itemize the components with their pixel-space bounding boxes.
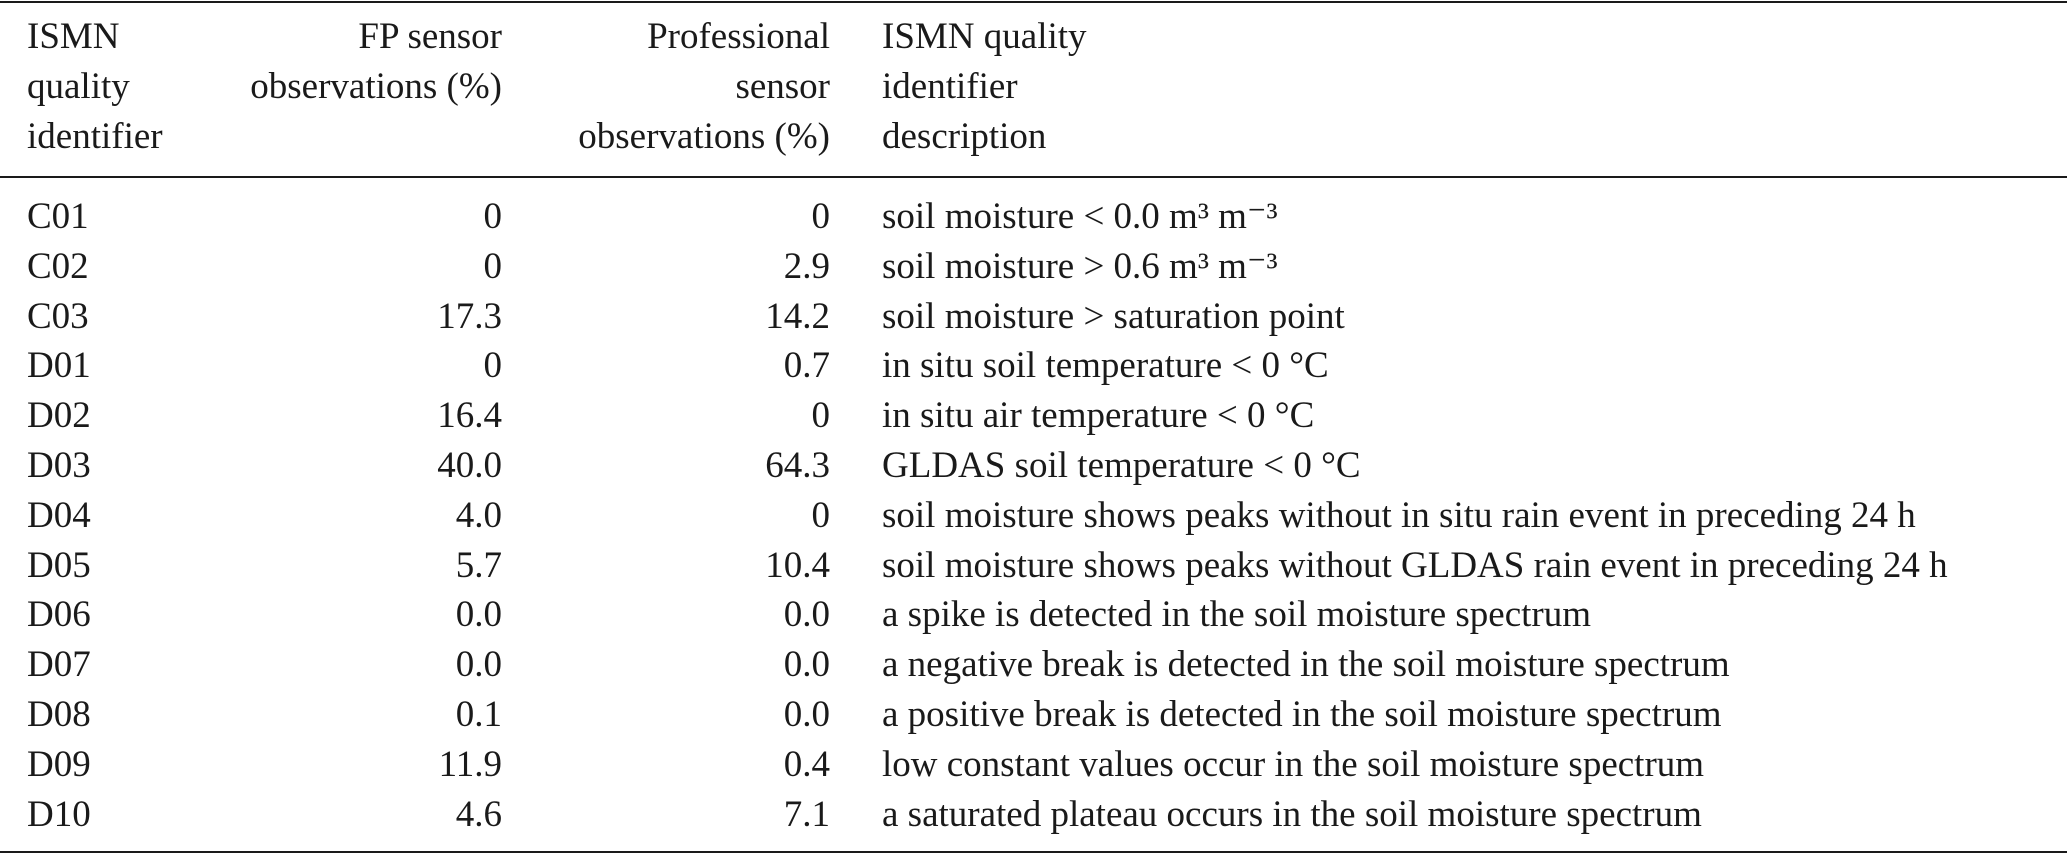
header-rule xyxy=(0,176,2067,178)
header-line: observations (%) xyxy=(250,66,502,107)
professional-value-cell: 10.4 xyxy=(765,544,830,586)
professional-value-cell: 7.1 xyxy=(783,793,830,835)
fp-value-cell: 5.7 xyxy=(455,544,502,586)
fp-value-cell: 0 xyxy=(483,245,503,287)
header-line: observations (%) xyxy=(578,116,830,157)
fp-value-cell: 40.0 xyxy=(437,444,502,486)
header-line: description xyxy=(882,116,1047,157)
header-line: Professional xyxy=(647,16,830,57)
description-cell: low constant values occur in the soil mo… xyxy=(882,743,1705,785)
table-row: C02 0 2.9 soil moisture > 0.6 m³ m⁻³ xyxy=(0,242,2067,292)
professional-value-cell: 0.0 xyxy=(783,693,830,735)
top-rule xyxy=(0,1,2067,3)
table-row: D05 5.7 10.4 soil moisture shows peaks with… xyxy=(0,541,2067,591)
professional-value-cell: 0 xyxy=(811,395,831,437)
identifier-cell: D01 xyxy=(27,345,91,387)
header-line: sensor xyxy=(735,66,830,107)
fp-value-cell: 0.1 xyxy=(455,693,502,735)
fp-value-cell: 0.0 xyxy=(455,594,502,636)
table-body: C01 0 0 soil moisture < 0.0 m³ m⁻³ C02 0 2.9 so… xyxy=(0,192,2067,839)
professional-value-cell: 0.0 xyxy=(783,644,830,686)
description-cell: a spike is detected in the soil moisture… xyxy=(882,594,1591,636)
table-row: D08 0.1 0.0 a positive break is detected in… xyxy=(0,690,2067,740)
identifier-cell: D04 xyxy=(27,494,91,536)
table-row: C03 17.3 14.2 soil moisture > saturation po… xyxy=(0,292,2067,342)
description-cell: soil moisture shows peaks without GLDAS … xyxy=(882,544,1948,586)
professional-value-cell: 64.3 xyxy=(765,444,830,486)
description-cell: in situ air temperature < 0 °C xyxy=(882,395,1315,437)
description-cell: GLDAS soil temperature < 0 °C xyxy=(882,444,1361,486)
identifier-cell: D02 xyxy=(27,395,91,437)
identifier-cell: D07 xyxy=(27,644,91,686)
bottom-rule xyxy=(0,851,2067,853)
identifier-cell: C02 xyxy=(27,245,89,287)
professional-value-cell: 0.7 xyxy=(783,345,830,387)
professional-value-cell: 0.0 xyxy=(783,594,830,636)
fp-value-cell: 11.9 xyxy=(438,743,502,785)
professional-value-cell: 0 xyxy=(811,494,831,536)
header-professional-sensor-observations: Professional sensor observations (%) xyxy=(578,12,830,162)
header-line: quality xyxy=(27,66,130,107)
professional-value-cell: 14.2 xyxy=(765,295,830,337)
header-line: ISMN quality xyxy=(882,16,1087,57)
description-cell: soil moisture shows peaks without in sit… xyxy=(882,494,1916,536)
identifier-cell: C03 xyxy=(27,295,89,337)
professional-value-cell: 2.9 xyxy=(783,245,830,287)
header-ismn-quality-identifier: ISMN quality identifier xyxy=(27,12,163,162)
description-cell: soil moisture > saturation point xyxy=(882,295,1345,337)
identifier-cell: D10 xyxy=(27,793,91,835)
fp-value-cell: 0.0 xyxy=(455,644,502,686)
fp-value-cell: 4.0 xyxy=(455,494,502,536)
header-line: ISMN xyxy=(27,16,120,57)
table-header: ISMN quality identifier FP sensor observ… xyxy=(0,12,2067,172)
table-row: C01 0 0 soil moisture < 0.0 m³ m⁻³ xyxy=(0,192,2067,242)
identifier-cell: D03 xyxy=(27,444,91,486)
identifier-cell: D09 xyxy=(27,743,91,785)
description-cell: soil moisture < 0.0 m³ m⁻³ xyxy=(882,196,1278,237)
description-cell: soil moisture > 0.6 m³ m⁻³ xyxy=(882,245,1278,287)
header-description: ISMN quality identifier description xyxy=(882,12,1087,162)
table-row: D06 0.0 0.0 a spike is detected in the soil… xyxy=(0,590,2067,640)
table-row: D04 4.0 0 soil moisture shows peaks without… xyxy=(0,491,2067,541)
header-line: identifier xyxy=(27,116,163,157)
table-row: D09 11.9 0.4 low constant values occur in t… xyxy=(0,740,2067,790)
header-line: identifier xyxy=(882,66,1018,107)
fp-value-cell: 17.3 xyxy=(437,295,502,337)
fp-value-cell: 16.4 xyxy=(437,395,502,437)
table-row: D10 4.6 7.1 a saturated plateau occurs in t… xyxy=(0,790,2067,840)
description-cell: a positive break is detected in the soil… xyxy=(882,693,1722,735)
identifier-cell: D06 xyxy=(27,594,91,636)
fp-value-cell: 0 xyxy=(483,196,503,237)
table-row: D07 0.0 0.0 a negative break is detected in… xyxy=(0,640,2067,690)
table-row: D02 16.4 0 in situ air temperature < 0 °C xyxy=(0,391,2067,441)
description-cell: a saturated plateau occurs in the soil m… xyxy=(882,793,1702,835)
header-fp-sensor-observations: FP sensor observations (%) xyxy=(250,12,502,112)
table-row: D03 40.0 64.3 GLDAS soil temperature < 0 °C xyxy=(0,441,2067,491)
description-cell: in situ soil temperature < 0 °C xyxy=(882,345,1329,387)
description-cell: a negative break is detected in the soil… xyxy=(882,644,1730,686)
table-row: D01 0 0.7 in situ soil temperature < 0 °C xyxy=(0,341,2067,391)
professional-value-cell: 0 xyxy=(811,196,831,237)
identifier-cell: C01 xyxy=(27,196,89,237)
identifier-cell: D05 xyxy=(27,544,91,586)
header-line: FP sensor xyxy=(358,16,502,57)
fp-value-cell: 0 xyxy=(483,345,503,387)
professional-value-cell: 0.4 xyxy=(783,743,830,785)
identifier-cell: D08 xyxy=(27,693,91,735)
fp-value-cell: 4.6 xyxy=(455,793,502,835)
